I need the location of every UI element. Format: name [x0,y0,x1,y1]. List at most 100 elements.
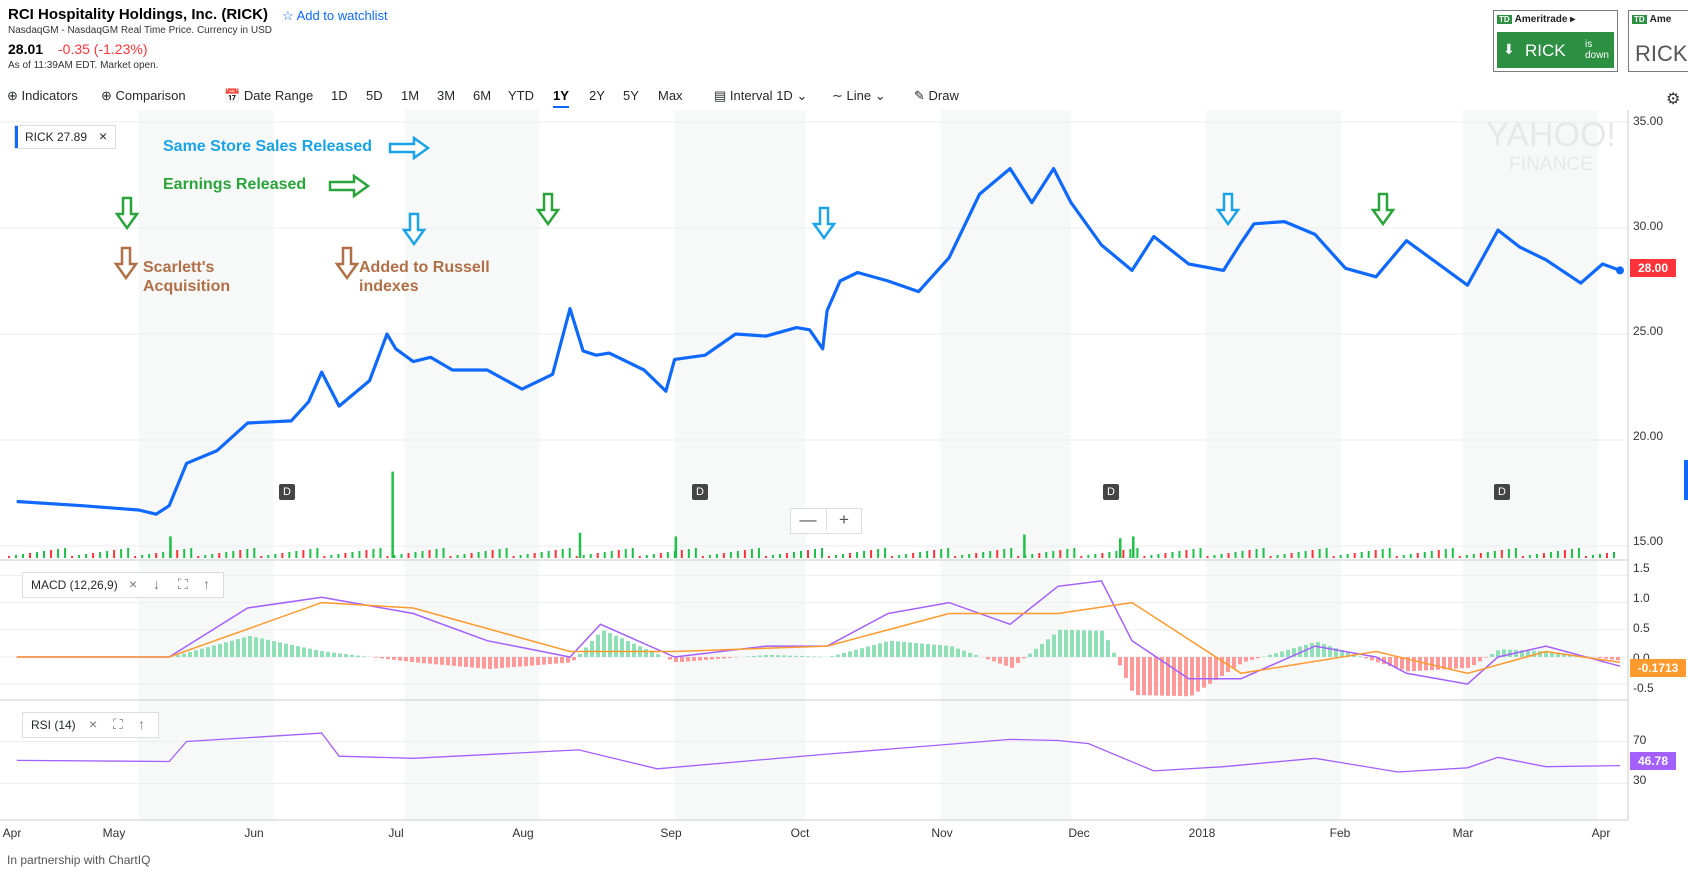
volume-bar [29,553,32,558]
volume-bar [996,550,999,558]
month-band [940,110,1072,820]
date-range-button[interactable]: 📅 Date Range [224,88,314,103]
volume-bar [968,554,971,558]
macd-histogram-bar [884,641,888,657]
volume-bar [141,555,144,558]
range-1y[interactable]: 1Y [553,88,569,108]
range-5d[interactable]: 5D [366,88,383,103]
add-to-watchlist-button[interactable]: ☆ Add to watchlist [282,8,388,24]
dividend-marker[interactable]: D [279,484,295,500]
stock-chart[interactable]: YAHOO! FINANCE [0,110,1688,850]
x-tick: Jun [244,826,264,840]
dividend-marker[interactable]: D [1103,484,1119,500]
macd-histogram-bar [1556,652,1560,657]
move-up-icon[interactable]: ↑ [138,716,145,732]
volume-bar [36,552,39,558]
macd-histogram-bar [1322,644,1326,657]
macd-tick: -0.5 [1633,681,1654,695]
macd-histogram-bar [1100,630,1104,657]
line-type-button[interactable]: ∼ Line ⌄ [832,88,886,103]
volume-bar [337,554,340,558]
volume-bar [1521,556,1524,558]
volume-bar [400,554,403,558]
settings-gear-icon[interactable]: ⚙ [1666,91,1681,108]
draw-button[interactable]: ✎ Draw [914,88,959,103]
macd-legend[interactable]: MACD (12,26,9) × ↓ ⛶ ↑ [22,572,224,598]
macd-histogram-bar [1448,656,1452,669]
volume-bar [92,553,95,558]
close-icon[interactable]: × [129,576,138,592]
y-tick: 25.00 [1633,324,1664,338]
volume-bar [470,553,473,558]
rsi-legend[interactable]: RSI (14) × ⛶ ↑ [22,712,159,738]
dividend-marker[interactable]: D [1494,484,1510,500]
close-icon[interactable]: × [89,716,98,732]
series-legend[interactable]: RICK 27.89 × [14,125,116,149]
range-3m[interactable]: 3M [437,88,456,103]
volume-bar [1325,548,1328,558]
comparison-button[interactable]: ⊕ Comparison [101,88,186,103]
zoom-out-button[interactable]: — [799,510,817,529]
annotation-same-store: Same Store Sales Released [163,138,373,155]
volume-bar [1451,548,1454,558]
earnings-arrow-icon [1370,192,1396,227]
move-down-icon[interactable]: ↓ [153,576,160,592]
volume-bar [652,554,655,558]
volume-bar [799,551,802,558]
macd-histogram-bar [1412,656,1416,672]
close-icon[interactable]: × [99,128,108,144]
macd-histogram-bar [854,649,858,657]
volume-bar [57,549,60,558]
macd-histogram-bar [1148,656,1152,696]
volume-bar [1171,552,1174,558]
macd-histogram-bar [644,648,648,657]
macd-histogram-bar [944,645,948,657]
volume-bar [1234,552,1237,558]
macd-histogram-bar [1610,656,1614,660]
volume-bar [1118,538,1122,558]
macd-tick: 1.5 [1633,561,1650,575]
ameritrade-ad[interactable]: TD Ameritrade ▸ ⬇ RICK is down [1493,10,1618,72]
dividend-marker[interactable]: D [692,484,708,500]
range-2y[interactable]: 2Y [589,88,605,103]
side-tab[interactable] [1684,460,1688,500]
volume-bar [50,550,53,558]
volume-bar [421,551,424,558]
macd-histogram-bar [458,656,462,667]
volume-bar [1045,552,1048,558]
volume-bar [1409,554,1412,558]
range-1d[interactable]: 1D [331,88,348,103]
volume-bar [1136,548,1139,558]
range-5y[interactable]: 5Y [623,88,639,103]
macd-histogram-bar [1394,656,1398,668]
macd-histogram-bar [1256,656,1260,659]
maximize-icon[interactable]: ⛶ [113,716,123,732]
volume-bar [1416,553,1419,558]
macd-histogram-bar [242,637,246,657]
volume-bar [414,552,417,558]
volume-bar [757,548,760,558]
range-6m[interactable]: 6M [473,88,492,103]
interval-button[interactable]: ▤ Interval 1D ⌄ [714,88,808,103]
zoom-in-button[interactable]: + [826,510,861,530]
range-max[interactable]: Max [658,88,683,103]
x-tick: Mar [1452,826,1474,840]
move-up-icon[interactable]: ↑ [203,576,210,592]
macd-histogram-bar [1052,634,1056,657]
macd-histogram-bar [770,654,774,657]
range-1m[interactable]: 1M [401,88,420,103]
macd-histogram-bar [590,641,594,657]
range-ytd[interactable]: YTD [508,88,534,103]
volume-bar [674,536,678,558]
macd-histogram-bar [614,635,618,657]
macd-histogram-bar [1178,656,1182,697]
macd-histogram-bar [890,640,894,657]
indicators-button[interactable]: ⊕ Indicators [7,88,78,103]
price-tag: 28.00 [1630,259,1676,277]
volume-bar [561,549,564,558]
volume-bar [1017,556,1020,558]
macd-histogram-bar [1484,656,1488,658]
macd-histogram-bar [1460,656,1464,669]
ameritrade-ad-2[interactable]: TD Ame RICK [1628,10,1688,72]
maximize-icon[interactable]: ⛶ [178,576,188,592]
